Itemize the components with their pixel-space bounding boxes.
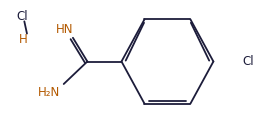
Text: H: H (19, 33, 27, 46)
Text: Cl: Cl (242, 55, 254, 68)
Text: H₂N: H₂N (38, 86, 60, 99)
Text: HN: HN (56, 23, 74, 36)
Text: Cl: Cl (16, 10, 28, 23)
